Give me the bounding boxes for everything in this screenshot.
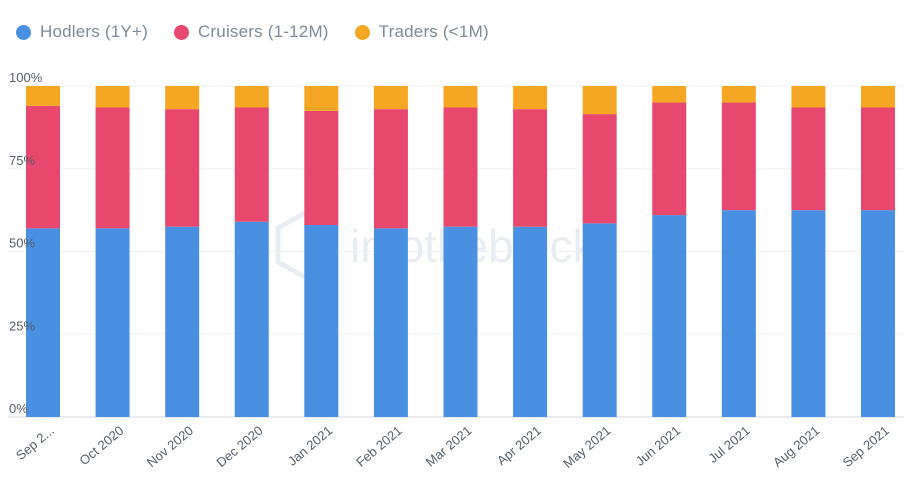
legend-label: Hodlers (1Y+) — [40, 22, 148, 41]
bar-segment-2-4[interactable] — [304, 86, 339, 111]
bar-segment-0-7[interactable] — [513, 226, 548, 417]
bar-segment-0-1[interactable] — [95, 228, 130, 417]
bar-segment-1-9[interactable] — [652, 102, 687, 216]
bar-segment-0-12[interactable] — [861, 210, 895, 418]
bar-segment-0-11[interactable] — [791, 210, 826, 418]
bar-segment-0-10[interactable] — [721, 210, 756, 418]
bar-segment-2-8[interactable] — [582, 86, 617, 115]
bar-segment-0-3[interactable] — [234, 221, 269, 417]
bars — [26, 86, 895, 418]
chart-legend: Hodlers (1Y+) Cruisers (1-12M) Traders (<1… — [16, 22, 515, 42]
x-tick-label: Dec 2020 — [213, 423, 265, 470]
bar-segment-2-3[interactable] — [234, 86, 269, 108]
x-tick-label: Sep 2... — [13, 423, 57, 463]
bar-segment-1-7[interactable] — [513, 109, 548, 227]
y-tick-label: 50% — [9, 236, 35, 251]
bar-segment-2-12[interactable] — [861, 86, 895, 108]
bar-segment-1-0[interactable] — [26, 105, 60, 229]
legend-dot-icon — [354, 24, 370, 40]
x-tick-label: Apr 2021 — [494, 423, 544, 468]
bar-segment-1-2[interactable] — [165, 109, 200, 227]
x-tick-label: Jun 2021 — [633, 423, 684, 469]
bar-segment-1-11[interactable] — [791, 107, 826, 211]
x-tick-label: Nov 2020 — [144, 423, 196, 470]
x-tick-label: May 2021 — [560, 423, 613, 471]
legend-item-0[interactable]: Hodlers (1Y+) — [16, 22, 148, 42]
bar-segment-0-0[interactable] — [26, 228, 60, 417]
bar-segment-1-3[interactable] — [234, 107, 269, 222]
bar-segment-1-1[interactable] — [95, 107, 130, 229]
x-tick-label: Oct 2020 — [76, 423, 126, 468]
bar-segment-2-7[interactable] — [513, 86, 548, 110]
x-tick-label: Jul 2021 — [705, 423, 752, 466]
bar-segment-2-0[interactable] — [26, 86, 60, 106]
y-axis: 0% 25% 50% 75% 100% — [9, 70, 43, 416]
x-tick-label: Sep 2021 — [840, 423, 892, 470]
bar-segment-0-9[interactable] — [652, 215, 687, 417]
bar-segment-2-5[interactable] — [373, 86, 408, 110]
x-axis: Sep 2... Oct 2020 Nov 2020 Dec 2020 Jan 2021… — [13, 423, 892, 471]
bar-segment-1-6[interactable] — [443, 107, 478, 227]
bar-segment-0-5[interactable] — [373, 228, 408, 417]
legend-label: Traders (<1M) — [378, 22, 489, 41]
bar-segment-1-12[interactable] — [861, 107, 895, 211]
y-tick-label: 25% — [9, 318, 35, 333]
bar-segment-2-1[interactable] — [95, 86, 130, 108]
bar-segment-1-8[interactable] — [582, 114, 617, 224]
legend-dot-icon — [16, 24, 31, 40]
bar-segment-2-10[interactable] — [721, 86, 756, 103]
bar-segment-2-11[interactable] — [791, 86, 826, 108]
legend-item-1[interactable]: Cruisers (1-12M) — [173, 22, 329, 42]
legend-label: Cruisers (1-12M) — [197, 22, 329, 41]
bar-segment-1-5[interactable] — [373, 109, 408, 229]
legend-dot-icon — [173, 24, 189, 40]
legend-item-2[interactable]: Traders (<1M) — [354, 22, 489, 42]
y-tick-label: 0% — [9, 401, 28, 416]
y-tick-label: 75% — [9, 153, 35, 168]
bar-segment-2-2[interactable] — [165, 86, 200, 110]
bar-segment-1-4[interactable] — [304, 110, 339, 226]
bar-segment-2-9[interactable] — [652, 86, 687, 103]
bar-segment-1-10[interactable] — [721, 102, 756, 211]
bar-segment-0-6[interactable] — [443, 226, 478, 417]
x-tick-label: Aug 2021 — [770, 423, 822, 470]
y-tick-label: 100% — [9, 70, 43, 85]
bar-segment-0-8[interactable] — [582, 223, 617, 417]
bar-segment-0-4[interactable] — [304, 225, 339, 417]
bar-segment-0-2[interactable] — [165, 226, 200, 417]
x-tick-label: Feb 2021 — [353, 423, 405, 470]
x-tick-label: Jan 2021 — [285, 423, 336, 469]
bar-segment-2-6[interactable] — [443, 86, 478, 108]
x-tick-label: Mar 2021 — [423, 423, 475, 470]
